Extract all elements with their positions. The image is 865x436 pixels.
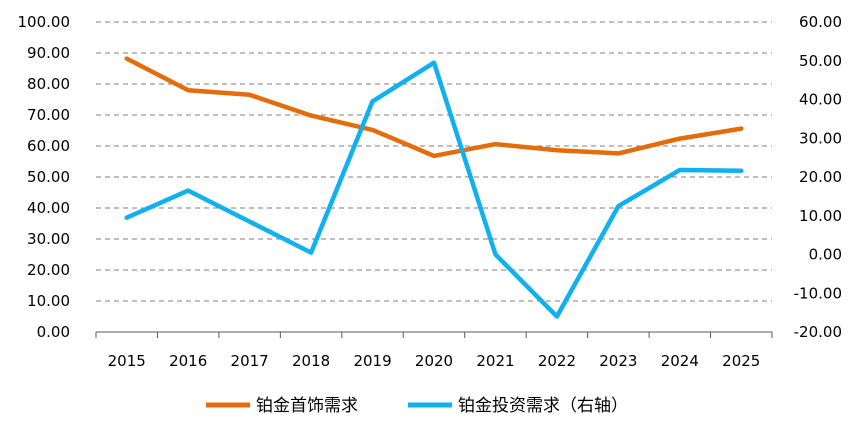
left-axis-tick-label: 30.00 [27,230,70,248]
x-axis-tick-label: 2018 [292,352,330,370]
right-axis-tick-label: -20.00 [794,323,842,341]
x-axis-tick-label: 2023 [599,352,637,370]
right-axis-tick-label: 60.00 [799,13,842,31]
left-axis-tick-label: 50.00 [27,168,70,186]
right-axis-tick-label: 20.00 [799,168,842,186]
x-axis-tick-label: 2015 [108,352,146,370]
right-axis-tick-label: -10.00 [794,284,842,302]
left-axis-tick-label: 20.00 [27,261,70,279]
right-axis-tick-label: 30.00 [799,129,842,147]
x-axis-tick-label: 2020 [415,352,453,370]
legend: 铂金首饰需求 铂金投资需求（右轴） [206,396,628,416]
x-axis-tick-label: 2024 [661,352,699,370]
x-axis-tick-label: 2017 [231,352,269,370]
x-axis-tick-label: 2016 [169,352,207,370]
legend-label-investment: 铂金投资需求（右轴） [458,396,628,416]
x-axis-tick-label: 2021 [476,352,514,370]
right-axis-tick-label: 0.00 [809,246,842,264]
x-axis-tick-label: 2022 [538,352,576,370]
left-axis-tick-labels: 0.00 10.00 20.00 30.00 40.00 50.00 60.00 70.00 8… [18,13,71,341]
right-axis-tick-labels: -20.00 -10.00 0.00 10.00 20.00 30.00 40.00 50.0… [794,13,842,341]
left-axis-tick-label: 0.00 [37,323,70,341]
left-axis-tick-label: 80.00 [27,75,70,93]
x-axis: 2015 2016 2017 2018 2019 2020 2021 2022 2023 2024… [95,331,773,370]
series-lines [124,56,744,319]
gridlines [96,21,772,302]
right-axis-tick-label: 40.00 [799,91,842,109]
left-axis-tick-label: 90.00 [27,44,70,62]
x-axis-tick-label: 2025 [722,352,760,370]
left-axis-tick-label: 10.00 [27,292,70,310]
left-axis-tick-label: 100.00 [18,13,71,31]
left-axis-tick-label: 60.00 [27,137,70,155]
left-axis-tick-label: 40.00 [27,199,70,217]
right-axis-tick-label: 10.00 [799,207,842,225]
series-line-investment [124,60,744,319]
legend-label-jewelry: 铂金首饰需求 [256,396,358,416]
x-axis-tick-label: 2019 [353,352,391,370]
left-axis-tick-label: 70.00 [27,106,70,124]
series-line-jewelry [124,56,744,159]
right-axis-tick-label: 50.00 [799,52,842,70]
